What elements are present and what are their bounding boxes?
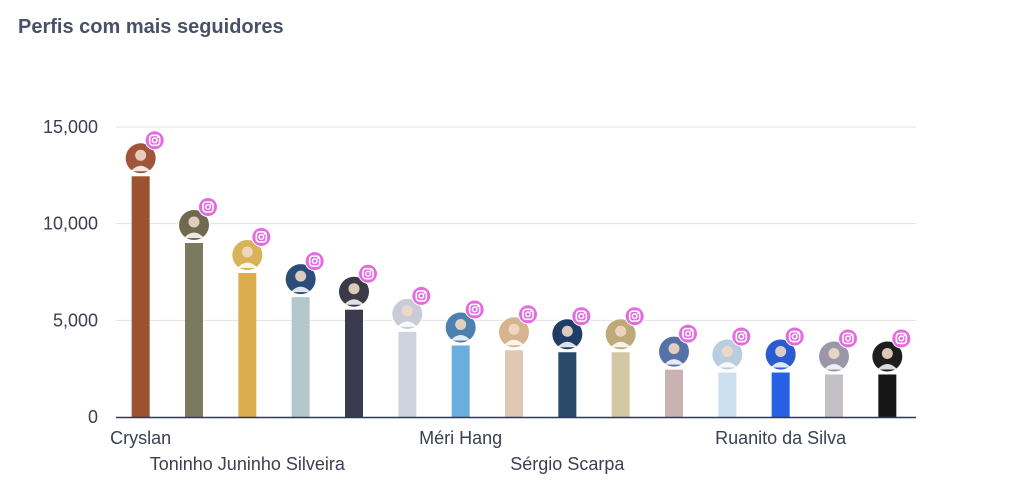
y-tick-label: 10,000 — [43, 214, 98, 234]
instagram-icon — [838, 328, 858, 349]
x-tick-label: Cryslan — [110, 428, 171, 448]
bar[interactable] — [291, 297, 310, 417]
profile-avatar[interactable] — [284, 263, 317, 296]
instagram-icon — [251, 226, 272, 247]
grid-lines — [116, 126, 916, 321]
profile-avatar[interactable] — [764, 338, 797, 371]
profile-avatar[interactable] — [818, 340, 850, 373]
profile-avatar[interactable] — [551, 318, 584, 351]
avatars — [124, 130, 912, 373]
profile-avatar[interactable] — [871, 340, 904, 373]
bars — [131, 176, 897, 417]
profile-avatar[interactable] — [444, 311, 477, 344]
y-axis: 0 5,000 10,000 15,000 — [43, 117, 98, 427]
bar[interactable] — [558, 352, 577, 417]
bar[interactable] — [398, 331, 417, 417]
profile-avatar[interactable] — [604, 318, 637, 351]
instagram-icon — [358, 263, 378, 284]
profile-avatar[interactable] — [658, 335, 690, 368]
instagram-icon — [144, 130, 165, 151]
bar[interactable] — [611, 352, 630, 417]
profile-avatar[interactable] — [231, 238, 264, 271]
instagram-icon — [304, 251, 325, 272]
bar[interactable] — [505, 350, 523, 417]
x-tick-label: Sérgio Scarpa — [510, 454, 625, 474]
bar[interactable] — [771, 372, 790, 417]
x-tick-label: Méri Hang — [419, 428, 502, 448]
bar[interactable] — [451, 345, 470, 417]
profile-avatar[interactable] — [178, 209, 210, 241]
bar[interactable] — [185, 243, 203, 417]
bar[interactable] — [665, 369, 683, 417]
y-tick-label: 5,000 — [53, 310, 98, 330]
bar[interactable] — [878, 374, 897, 417]
instagram-icon — [198, 197, 218, 217]
x-tick-label: Ruanito da Silva — [715, 428, 847, 448]
instagram-icon — [891, 328, 912, 349]
instagram-icon — [784, 326, 805, 347]
instagram-icon — [731, 326, 752, 347]
y-tick-label: 15,000 — [43, 117, 98, 137]
bar[interactable] — [718, 372, 737, 417]
profile-avatar[interactable] — [498, 316, 530, 349]
x-tick-label: Toninho Juninho Silveira — [150, 454, 346, 474]
instagram-icon — [678, 323, 698, 344]
instagram-icon — [464, 299, 485, 320]
instagram-icon — [518, 304, 538, 325]
x-axis: Cryslan Toninho Juninho Silveira Méri Hang… — [110, 416, 916, 474]
instagram-icon — [411, 285, 432, 306]
y-tick-label: 0 — [88, 407, 98, 427]
profile-avatar[interactable] — [391, 297, 424, 330]
instagram-icon — [624, 306, 645, 327]
profile-avatar[interactable] — [124, 142, 157, 175]
bar[interactable] — [345, 309, 363, 417]
instagram-icon — [571, 306, 592, 327]
chart-title: Perfis com mais seguidores — [18, 16, 284, 38]
bar[interactable] — [238, 272, 257, 417]
profile-avatar[interactable] — [711, 338, 744, 371]
bar[interactable] — [825, 374, 843, 417]
profile-avatar[interactable] — [338, 275, 370, 308]
bar[interactable] — [131, 176, 150, 417]
